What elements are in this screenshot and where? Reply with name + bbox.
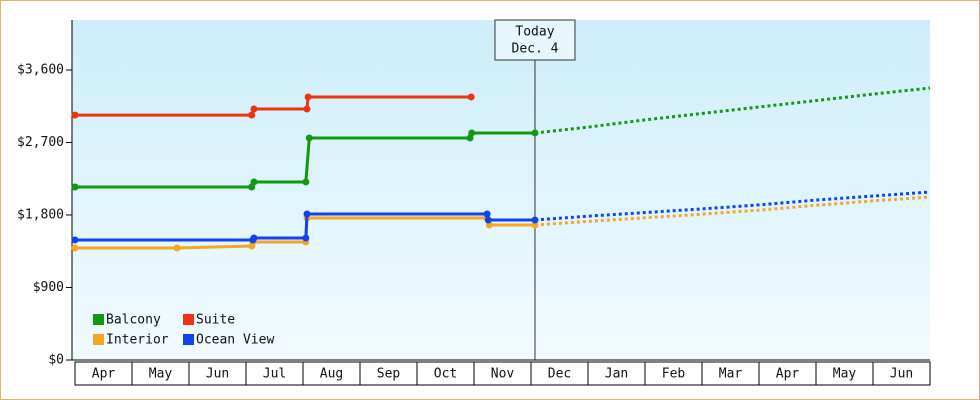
x-tick-label: Jul — [263, 367, 286, 382]
price-point — [71, 183, 79, 191]
y-tick-label: $900 — [33, 280, 64, 295]
legend-swatch — [183, 334, 194, 345]
legend-label: Ocean View — [196, 333, 274, 348]
x-tick-label: Dec — [548, 367, 571, 382]
legend-swatch — [93, 334, 104, 345]
price-point — [250, 105, 258, 113]
legend-label: Interior — [106, 333, 169, 348]
price-point — [250, 178, 258, 186]
x-tick-label: Jun — [206, 367, 229, 382]
price-point — [71, 111, 79, 119]
y-tick-label: $2,700 — [17, 135, 64, 150]
x-tick-label: Feb — [662, 367, 686, 382]
price-point — [468, 129, 476, 137]
forecast-line — [534, 86, 931, 135]
price-point — [248, 111, 256, 119]
price-point — [173, 244, 181, 252]
price-point — [302, 234, 310, 242]
price-point — [305, 134, 313, 142]
legend-label: Balcony — [106, 313, 161, 328]
x-tick-label: Jun — [890, 367, 913, 382]
price-point — [467, 93, 475, 101]
plot-area — [72, 20, 930, 360]
legend-swatch — [183, 314, 194, 325]
today-label: Today — [515, 25, 554, 40]
x-tick-label: Mar — [719, 367, 743, 382]
x-tick-label: Aug — [320, 367, 343, 382]
y-tick-label: $0 — [48, 353, 64, 368]
price-point — [303, 210, 311, 218]
forecast-line — [534, 190, 931, 222]
x-tick-label: Apr — [92, 367, 116, 382]
price-point — [531, 129, 539, 137]
x-tick-label: Sep — [377, 367, 401, 382]
month-box — [872, 361, 931, 386]
price-point — [484, 216, 492, 224]
price-point — [71, 244, 79, 252]
x-tick-label: May — [149, 367, 173, 382]
x-tick-label: Apr — [776, 367, 800, 382]
y-tick-label: $3,600 — [17, 62, 64, 77]
x-tick-label: Oct — [434, 367, 457, 382]
price-point — [531, 216, 539, 224]
x-tick-label: Nov — [491, 367, 515, 382]
price-point — [531, 221, 539, 229]
legend-label: Suite — [196, 313, 235, 328]
price-point — [302, 178, 310, 186]
y-tick-label: $1,800 — [17, 207, 64, 222]
price-line — [75, 95, 472, 117]
price-point — [483, 210, 491, 218]
forecast-line — [534, 195, 931, 227]
price-point — [303, 105, 311, 113]
price-point — [250, 234, 258, 242]
price-point — [71, 236, 79, 244]
today-label: Dec. 4 — [512, 42, 559, 57]
price-point — [304, 93, 312, 101]
legend-swatch — [93, 314, 104, 325]
x-tick-label: Jan — [605, 367, 628, 382]
today-box — [494, 19, 576, 61]
x-tick-label: May — [833, 367, 857, 382]
